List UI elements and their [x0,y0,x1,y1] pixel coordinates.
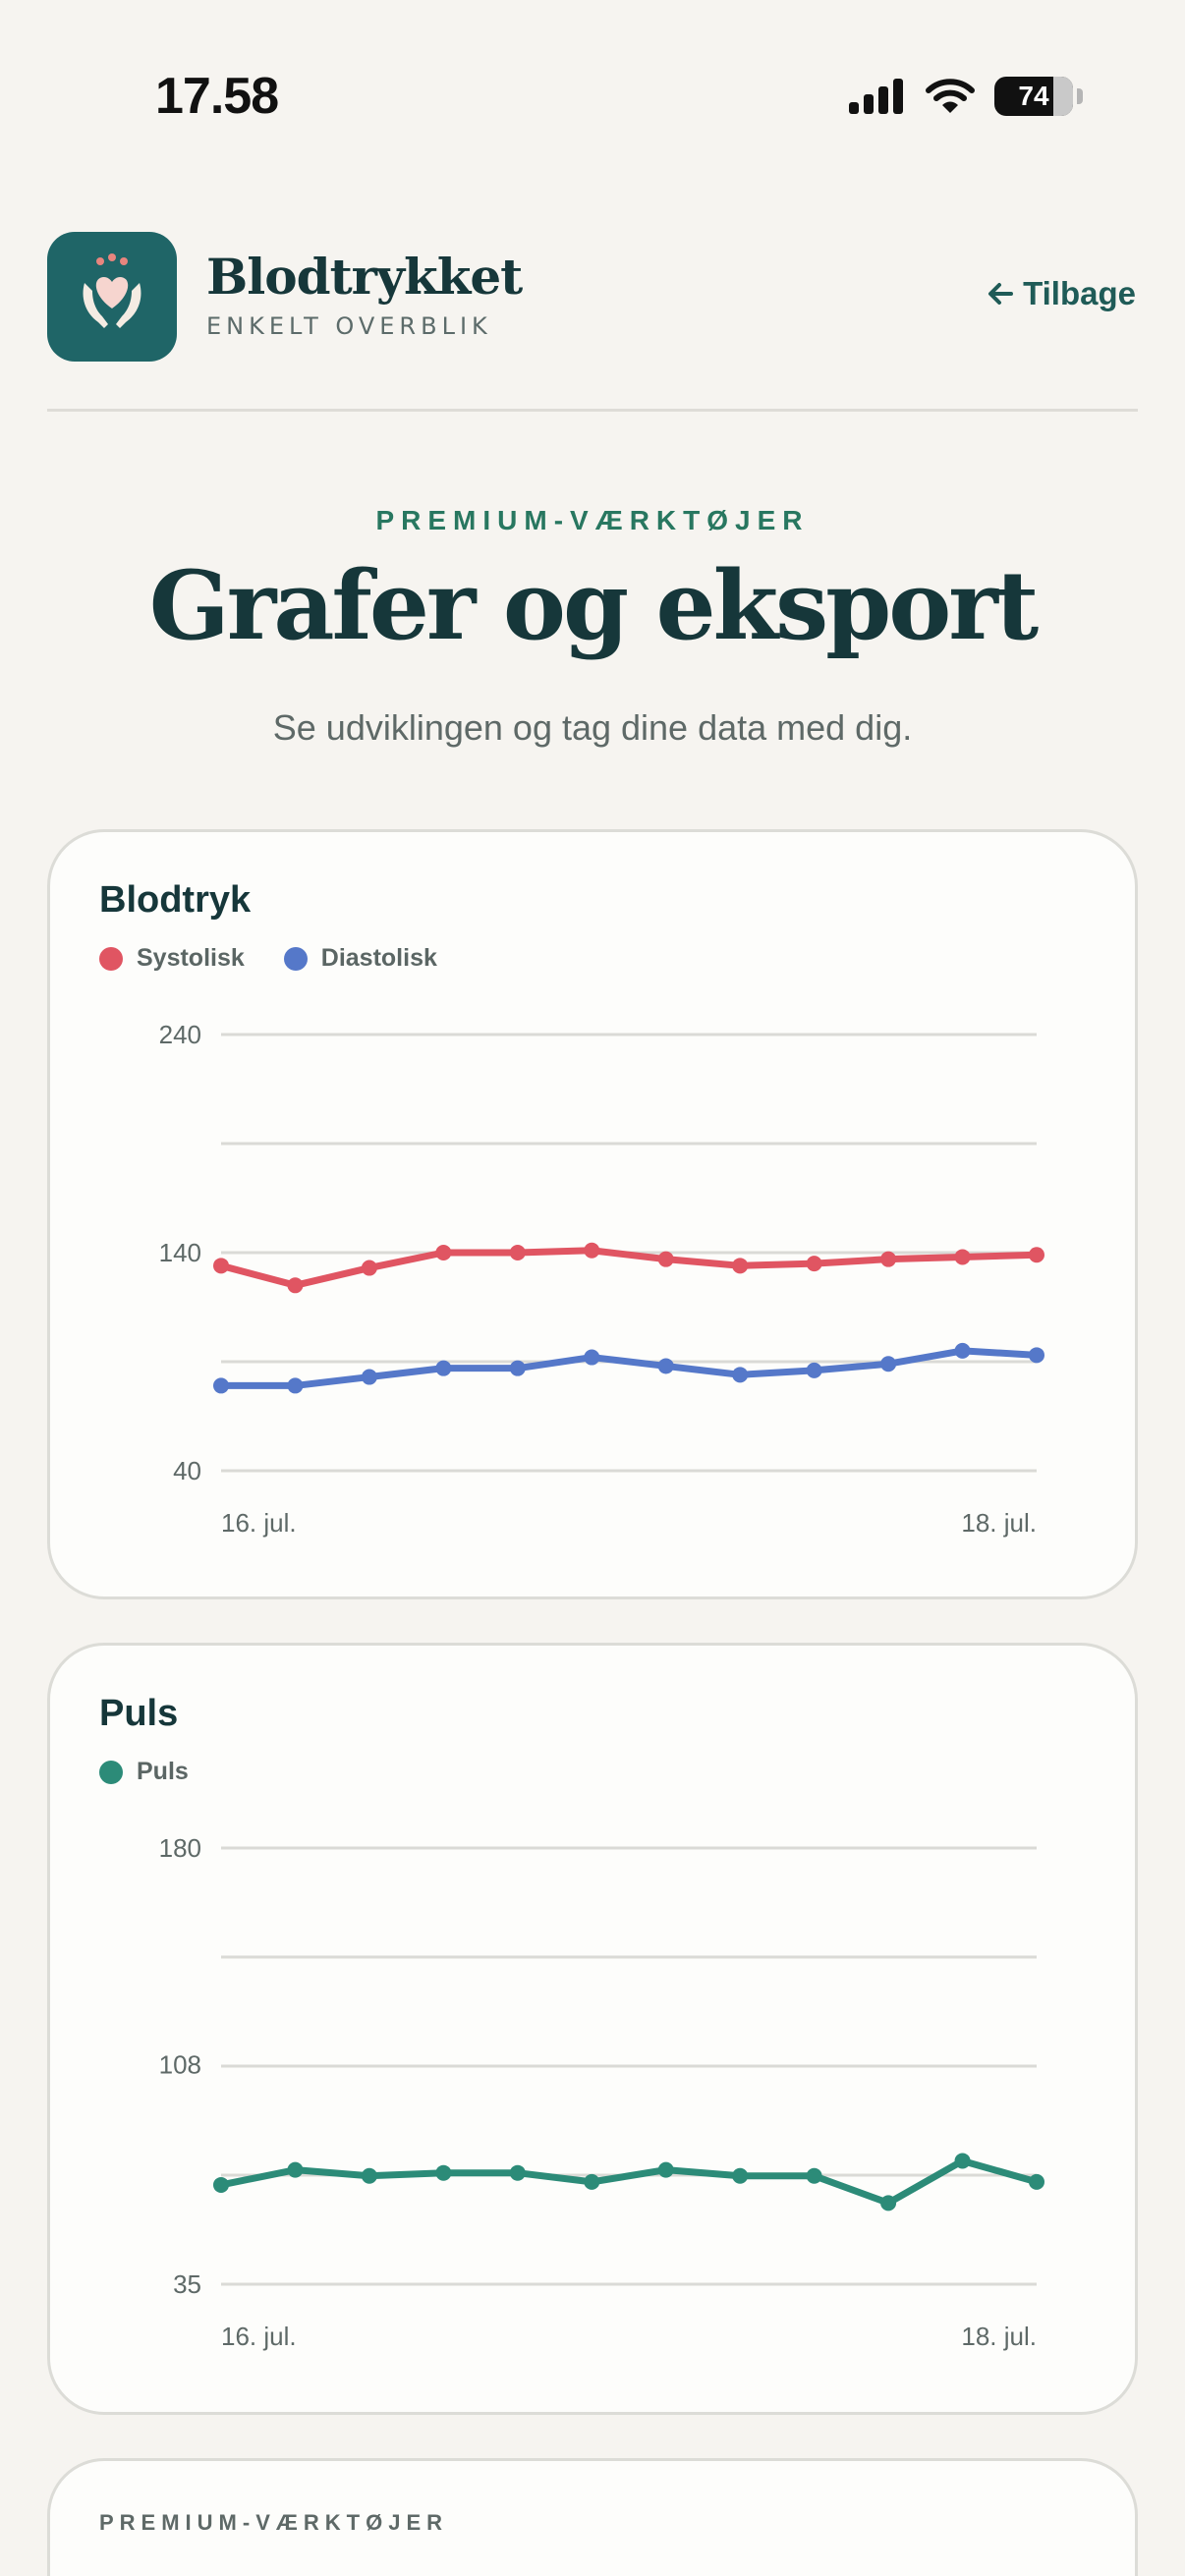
data-point [657,1358,674,1374]
data-point [880,2195,897,2212]
legend-dot [99,946,123,971]
data-point [584,1242,600,1259]
legend-label: Systolisk [137,944,245,972]
data-point [509,2164,526,2181]
x-tick-label: 16. jul. [221,2322,297,2351]
app-title: Blodtrykket [206,248,523,306]
data-point [732,1367,749,1383]
premium-tools-card: PREMIUM-VÆRKTØJER [47,2458,1138,2576]
data-point [954,1249,971,1265]
data-point [361,1369,377,1385]
page-title: Grafer og eksport [148,550,1039,661]
y-tick-label: 140 [159,1238,201,1267]
x-tick-label: 16. jul. [221,1508,297,1538]
legend-label: Puls [137,1758,189,1785]
y-tick-label: 40 [173,1456,201,1485]
legend-item-diastolic: Diastolisk [283,944,437,973]
data-point [213,1377,229,1394]
data-point [732,2167,749,2184]
battery-level: 74 [1018,81,1049,111]
legend-item-systolic: Systolisk [99,944,245,973]
data-point [954,1342,971,1359]
y-tick-label: 108 [159,2049,201,2079]
data-point [806,1256,822,1272]
data-point [1029,1347,1044,1364]
data-point [1029,2173,1044,2190]
app-logo [47,232,177,362]
data-point [361,2167,377,2184]
data-point [880,1356,897,1372]
data-point [287,1377,304,1394]
data-point [509,1360,526,1376]
data-point [435,2164,452,2181]
back-label: Tilbage [1023,275,1136,311]
bp-card-title: Blodtryk [99,879,252,921]
blood-pressure-chart: 240 140 40 16. jul. 18. jul. [159,1020,1044,1538]
x-tick-label: 18. jul. [961,2322,1037,2351]
data-point [287,2161,304,2178]
pulse-card-title: Puls [99,1693,179,1734]
data-point [806,2167,822,2184]
data-point [361,1260,377,1276]
series-line-diastolisk [217,1347,1041,1389]
page-subtitle: Se udviklingen og tag dine data med dig. [272,707,913,748]
legend-label: Diastolisk [320,944,437,972]
cellular-signal-icon [849,79,903,114]
pulse-legend: Puls [99,1758,189,1786]
legend-dot [283,946,308,971]
wifi-icon [926,79,975,113]
data-point [1029,1247,1044,1263]
heart-hands-icon [83,253,141,328]
pulse-chart: 180 108 35 16. jul. 18. jul. [159,1833,1044,2351]
x-tick-label: 18. jul. [961,1508,1037,1538]
data-point [213,2176,229,2193]
pulse-card: Puls Puls 180 108 35 16. jul. 18. jul. [47,1643,1138,2415]
data-point [435,1360,452,1376]
y-tick-label: 240 [159,1020,201,1049]
data-point [806,1362,822,1378]
data-point [287,1277,304,1294]
data-point [509,1245,526,1260]
blood-pressure-card: Blodtryk Systolisk Diastolisk 240 140 40 16… [47,829,1138,1599]
y-tick-label: 35 [173,2269,201,2299]
data-point [657,2161,674,2178]
data-point [732,1258,749,1274]
app-subtitle: ENKELT OVERBLIK [206,312,492,340]
series-line-systolisk [217,1247,1041,1289]
status-icons: 74 [847,73,1083,120]
data-point [435,1245,452,1260]
data-point [584,1349,600,1366]
status-time: 17.58 [155,68,279,125]
arrow-left-icon [988,283,1014,305]
data-point [584,2173,600,2190]
legend-item-pulse: Puls [99,1758,189,1786]
bp-legend: Systolisk Diastolisk [99,944,437,973]
data-point [657,1251,674,1267]
tools-eyebrow: PREMIUM-VÆRKTØJER [99,2510,449,2535]
legend-dot [99,1760,123,1784]
data-point [880,1251,897,1267]
data-point [213,1258,229,1274]
battery-icon: 74 [994,77,1083,116]
section-eyebrow: PREMIUM-VÆRKTØJER [375,505,810,535]
data-point [954,2153,971,2169]
y-tick-label: 180 [159,1833,201,1863]
header-divider [47,409,1138,412]
back-button[interactable]: Tilbage [986,275,1136,312]
series-line-puls [217,2156,1041,2207]
